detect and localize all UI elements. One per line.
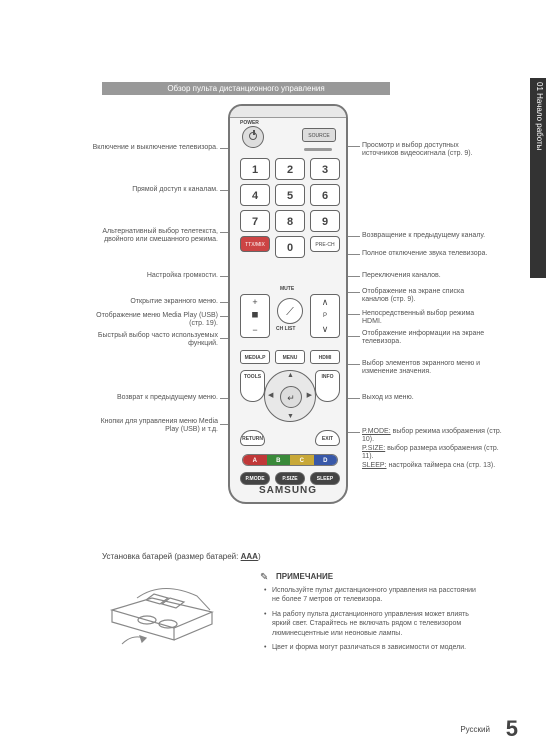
note-item: Используйте пульт дистанционного управле… [264, 586, 484, 605]
mute-button[interactable]: ⟋ [277, 298, 303, 324]
ann-fn: P.MODE: выбор режима изображения (стр. 1… [362, 428, 502, 470]
num-4[interactable]: 4 [240, 184, 270, 206]
ann-osd: Открытие экранного меню. [88, 298, 218, 306]
ann-color: Кнопки для управления меню Media Play (U… [88, 418, 218, 435]
color-buttons: A B C D [242, 454, 338, 466]
ann-vol: Настройка громкости. [88, 272, 218, 280]
num-9[interactable]: 9 [310, 210, 340, 232]
battery-illustration [102, 570, 232, 660]
note-list: Используйте пульт дистанционного управле… [264, 586, 484, 658]
ann-tools: Быстрый выбор часто используемых функций… [88, 332, 218, 349]
remote-control: POWER SOURCE 123 456 789 TTX/MIX0PRE-CH … [228, 104, 348, 504]
color-b[interactable]: B [267, 455, 291, 465]
note-item: На работу пульта дистанционного управлен… [264, 610, 484, 638]
ttx-button[interactable]: TTX/MIX [240, 236, 270, 252]
numpad: 123 456 789 TTX/MIX 0 PRE-CH [240, 158, 340, 262]
prech-button[interactable]: PRE-CH [310, 236, 340, 252]
ann-prech: Возвращение к предыдущему каналу. [362, 232, 492, 240]
num-1[interactable]: 1 [240, 158, 270, 180]
return-button[interactable]: RETURN [240, 430, 265, 446]
num-6[interactable]: 6 [310, 184, 340, 206]
color-a[interactable]: A [243, 455, 267, 465]
psize-button[interactable]: P.SIZE [275, 472, 305, 485]
ann-mute: Полное отключение звука телевизора. [362, 250, 492, 258]
color-d[interactable]: D [314, 455, 338, 465]
num-0[interactable]: 0 [275, 236, 305, 258]
num-5[interactable]: 5 [275, 184, 305, 206]
color-c[interactable]: C [290, 455, 314, 465]
footer-page: 5 [506, 716, 518, 742]
source-button[interactable]: SOURCE [302, 128, 336, 142]
note-title: ПРИМЕЧАНИЕ [276, 572, 333, 581]
ann-source: Просмотр и выбор доступных источников ви… [362, 142, 492, 159]
footer-lang: Русский [460, 725, 490, 734]
brand-label: SAMSUNG [230, 485, 346, 496]
ann-dpad: Выбор элементов экранного меню и изменен… [362, 360, 492, 377]
exit-button[interactable]: EXIT [315, 430, 340, 446]
dpad[interactable]: ▲ ▼ ◀ ▶ ↵ [264, 370, 316, 422]
side-tab-label: 01 Начало работы [535, 82, 544, 150]
ann-direct: Прямой доступ к каналам. [88, 186, 218, 194]
channel-rocker[interactable]: ∧P∨ [310, 294, 340, 338]
note-icon: ✎ [260, 572, 268, 583]
pmode-button[interactable]: P.MODE [240, 472, 270, 485]
info-button[interactable]: INFO [315, 370, 340, 402]
chlist-label: CH LIST [276, 326, 295, 332]
volume-rocker[interactable]: +⯀− [240, 294, 270, 338]
battery-heading: Установка батарей (размер батарей: AAA) [102, 552, 261, 561]
num-3[interactable]: 3 [310, 158, 340, 180]
ann-power: Включение и выключение телевизора. [88, 144, 218, 152]
media-button[interactable]: MEDIA.P [240, 350, 270, 364]
num-8[interactable]: 8 [275, 210, 305, 232]
power-label: POWER [240, 120, 259, 126]
ann-media: Отображение меню Media Play (USB) (стр. … [88, 312, 218, 329]
ann-hdmi: Непосредственный выбор режима HDMI. [362, 310, 492, 327]
sleep-button[interactable]: SLEEP [310, 472, 340, 485]
num-7[interactable]: 7 [240, 210, 270, 232]
power-button[interactable] [242, 126, 264, 148]
num-2[interactable]: 2 [275, 158, 305, 180]
ann-info: Отображение информации на экране телевиз… [362, 330, 492, 347]
ann-chlist: Отображение на экране списка каналов (ст… [362, 288, 492, 305]
note-item: Цвет и форма могут различаться в зависим… [264, 643, 484, 652]
ann-exit: Выход из меню. [362, 394, 492, 402]
hdmi-button[interactable]: HDMI [310, 350, 340, 364]
tools-button[interactable]: TOOLS [240, 370, 265, 402]
ann-ttx: Альтернативный выбор телетекста, двойног… [88, 228, 218, 245]
ann-return: Возврат к предыдущему меню. [88, 394, 218, 402]
page-header: Обзор пульта дистанционного управления [102, 82, 390, 95]
ann-ch: Переключения каналов. [362, 272, 492, 280]
mute-label: MUTE [280, 286, 294, 292]
menu-button[interactable]: MENU [275, 350, 305, 364]
enter-button[interactable]: ↵ [280, 386, 302, 408]
